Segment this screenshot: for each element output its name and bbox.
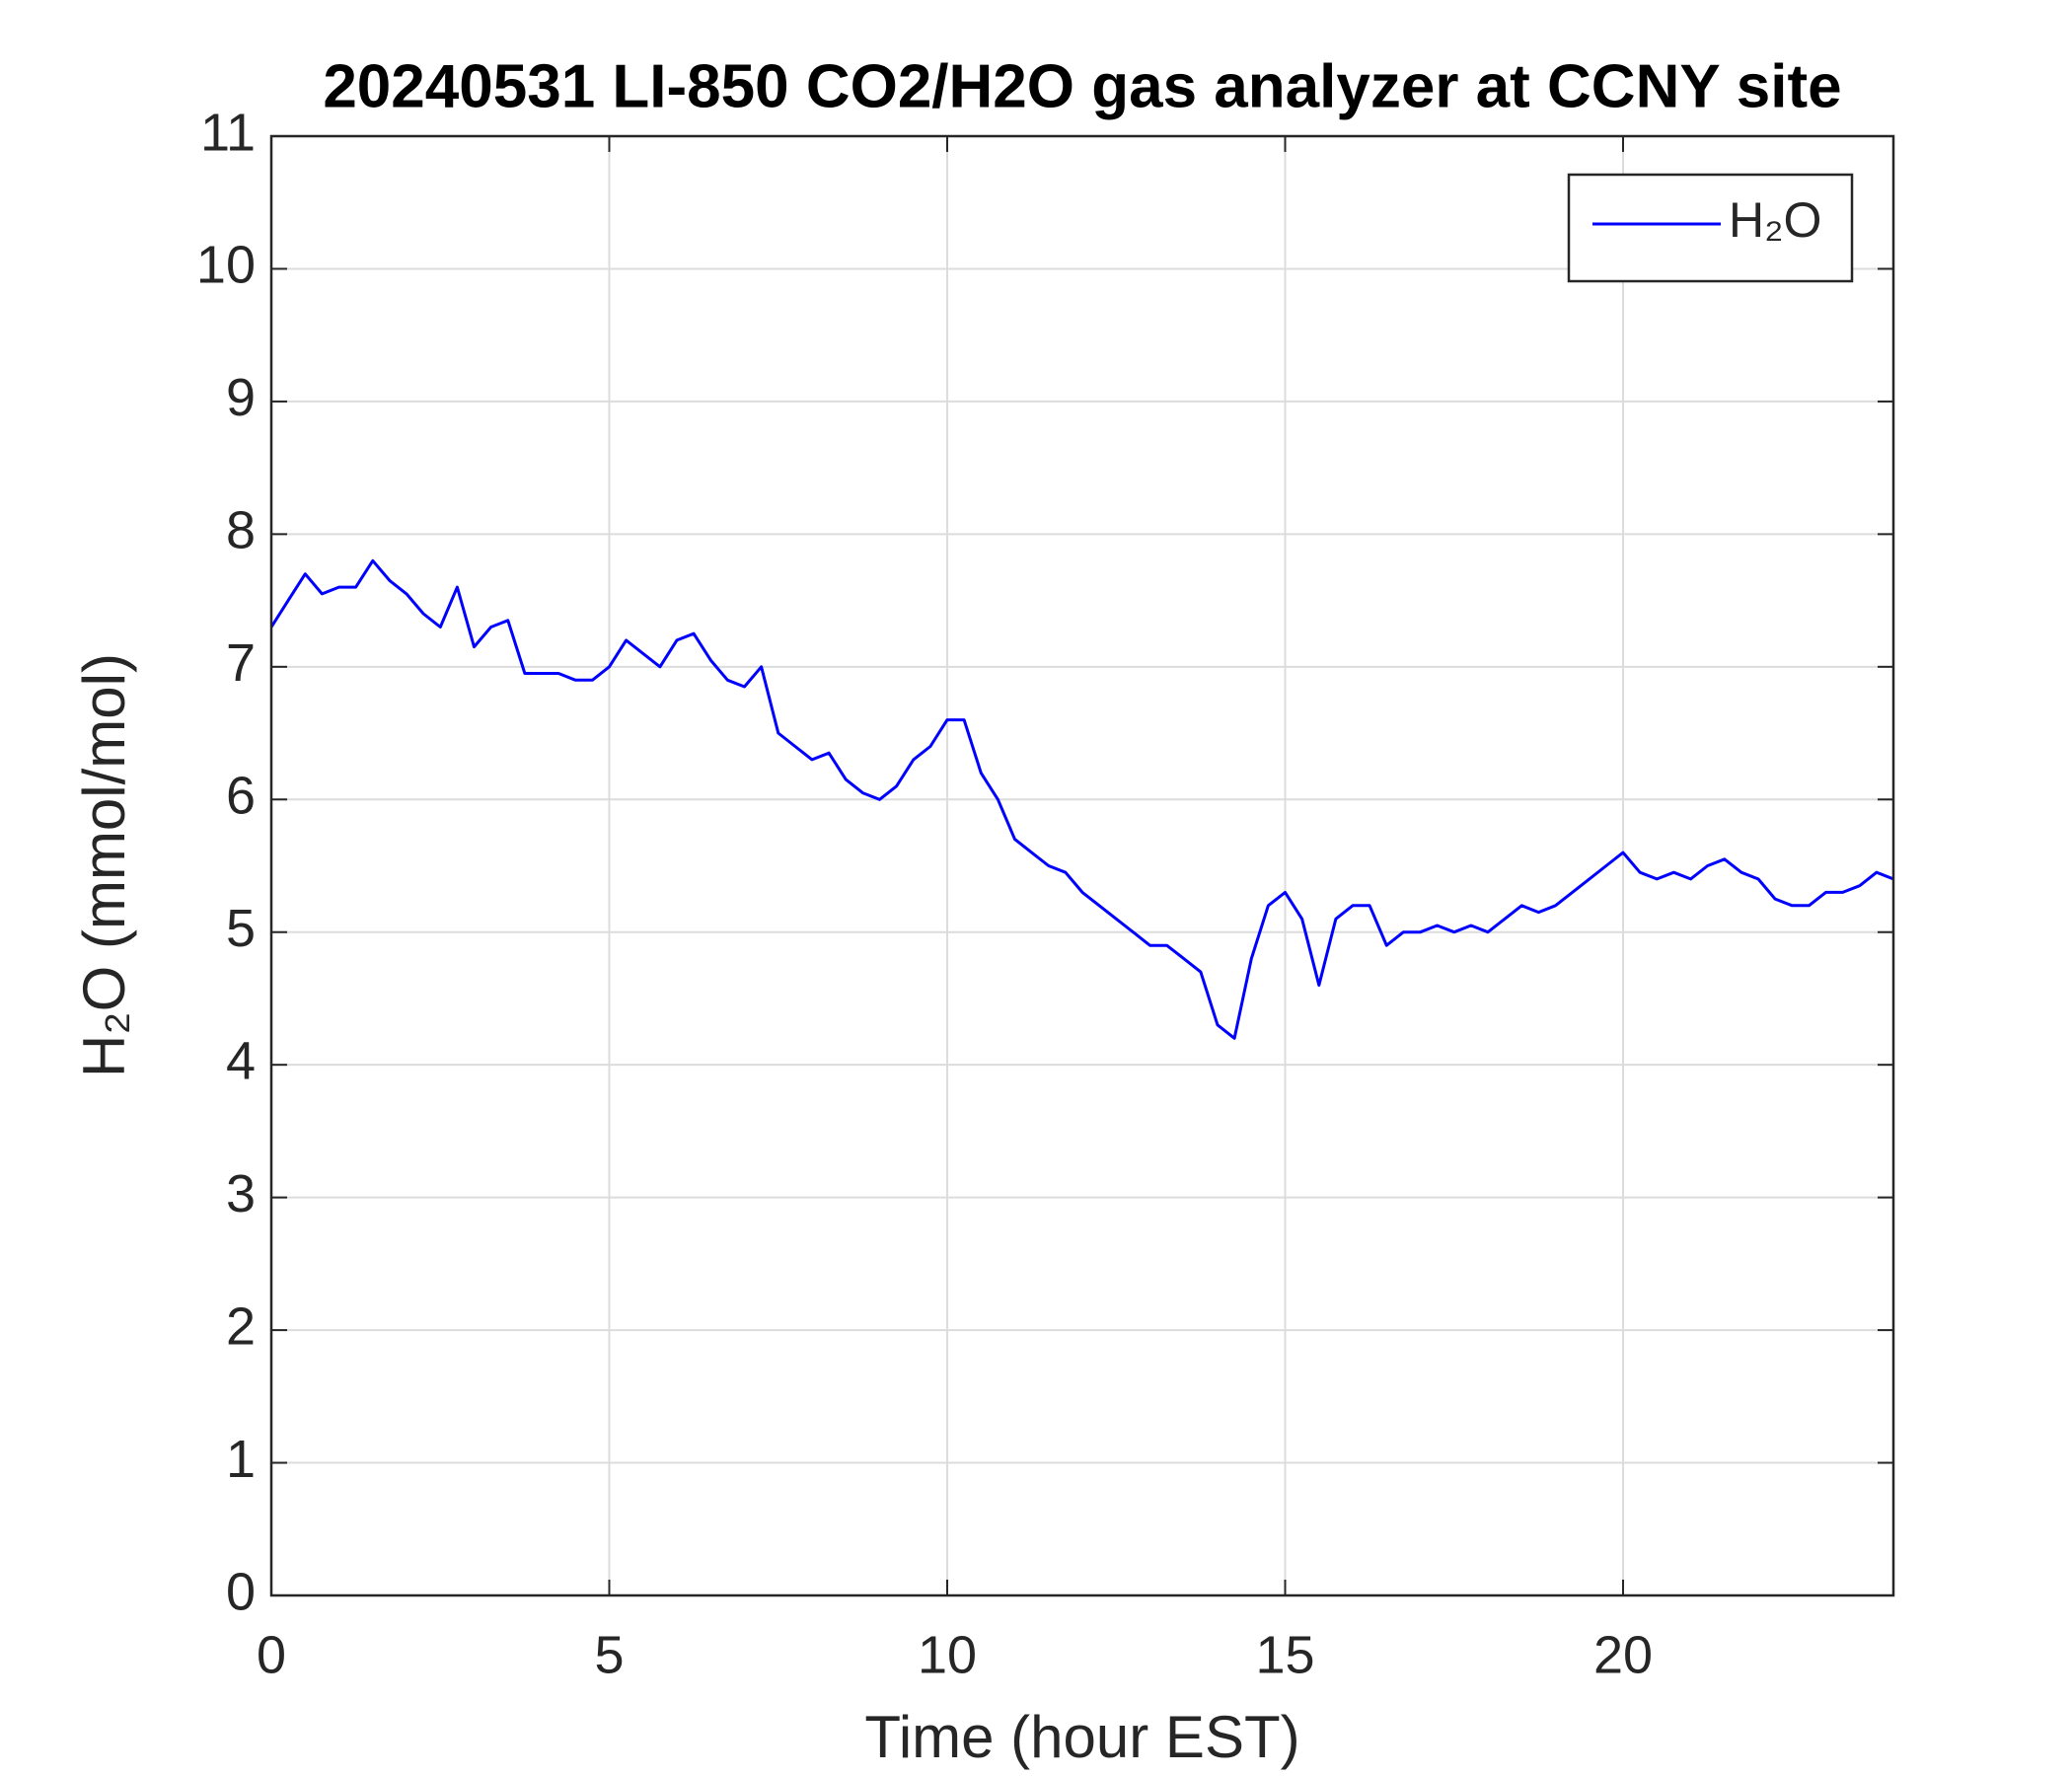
y-tick-label: 4	[226, 1031, 256, 1090]
y-tick-label: 5	[226, 899, 256, 958]
x-axis-label: Time (hour EST)	[864, 1704, 1299, 1770]
y-tick-label: 7	[226, 633, 256, 693]
y-tick-label: 1	[226, 1430, 256, 1489]
y-tick-label: 8	[226, 501, 256, 560]
legend-label: H₂O	[1729, 192, 1821, 248]
y-tick-label: 9	[226, 368, 256, 427]
y-tick-label: 6	[226, 767, 256, 826]
chart-title: 20240531 LI-850 CO2/H2O gas analyzer at …	[323, 52, 1841, 120]
axes-box	[269, 134, 1895, 1597]
y-tick-label: 3	[226, 1164, 256, 1223]
legend-box	[1567, 173, 1854, 283]
y-tick-label: 2	[226, 1296, 256, 1356]
x-tick-label: 5	[594, 1625, 624, 1684]
data-line	[269, 558, 1894, 1040]
x-tick-label: 10	[918, 1625, 977, 1684]
y-axis-label: H₂O (mmol/mol)	[71, 653, 137, 1077]
y-tick-label: 11	[200, 103, 256, 162]
x-tick-label: 20	[1593, 1625, 1653, 1684]
y-tick-label: 0	[226, 1562, 256, 1621]
x-tick-label: 0	[257, 1625, 286, 1684]
y-tick-label: 10	[196, 236, 256, 295]
x-tick-label: 15	[1255, 1625, 1314, 1684]
